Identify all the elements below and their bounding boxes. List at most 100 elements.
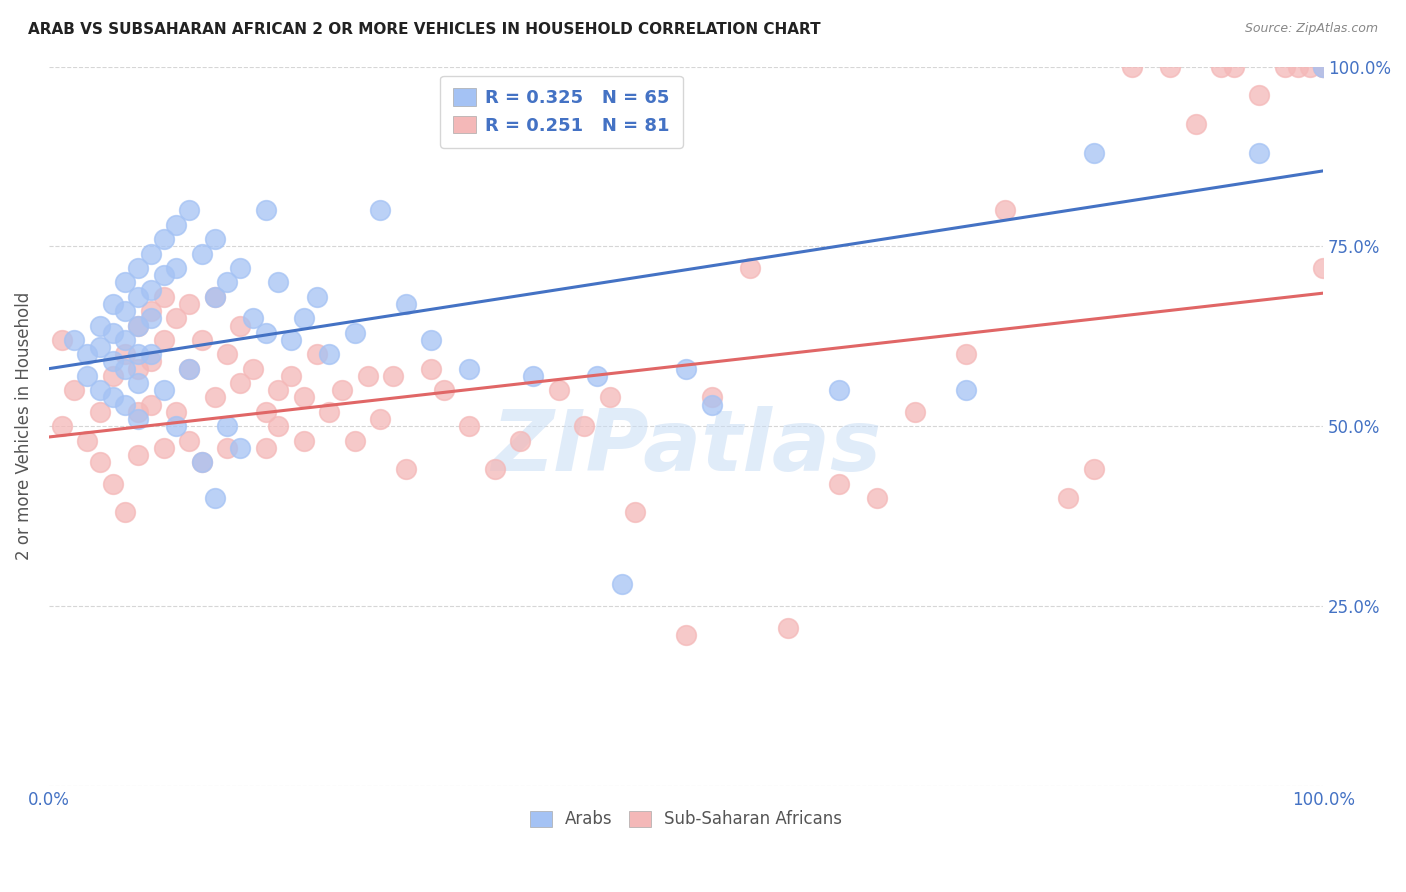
Point [1223,60,1246,74]
Point [994,203,1017,218]
Point [1159,60,1181,74]
Point [433,383,456,397]
Point [509,434,531,448]
Point [165,311,187,326]
Point [127,405,149,419]
Point [368,203,391,218]
Point [114,361,136,376]
Point [127,290,149,304]
Point [127,347,149,361]
Point [382,368,405,383]
Point [101,476,124,491]
Point [280,333,302,347]
Point [305,290,328,304]
Point [955,347,977,361]
Point [242,361,264,376]
Point [63,383,86,397]
Text: Source: ZipAtlas.com: Source: ZipAtlas.com [1244,22,1378,36]
Point [127,260,149,275]
Point [624,506,647,520]
Point [1299,60,1322,74]
Point [242,311,264,326]
Point [76,434,98,448]
Point [1312,60,1334,74]
Point [204,491,226,505]
Point [165,405,187,419]
Point [51,333,73,347]
Point [343,326,366,340]
Point [1184,117,1206,131]
Point [1312,260,1334,275]
Point [114,398,136,412]
Point [229,260,252,275]
Point [179,434,201,448]
Point [318,405,340,419]
Point [1249,145,1271,160]
Point [217,419,239,434]
Point [776,621,799,635]
Point [179,297,201,311]
Text: ZIPatlas: ZIPatlas [491,406,882,490]
Point [356,368,378,383]
Point [152,441,174,455]
Point [191,333,214,347]
Point [292,434,315,448]
Point [204,391,226,405]
Point [191,455,214,469]
Point [1286,60,1309,74]
Point [395,297,418,311]
Point [127,361,149,376]
Point [101,297,124,311]
Point [700,398,723,412]
Point [217,276,239,290]
Point [89,405,111,419]
Point [101,368,124,383]
Point [675,628,697,642]
Point [254,203,277,218]
Point [1057,491,1080,505]
Point [292,311,315,326]
Point [139,398,162,412]
Point [101,354,124,368]
Point [114,347,136,361]
Point [139,354,162,368]
Point [1211,60,1233,74]
Point [828,476,851,491]
Point [420,333,443,347]
Point [330,383,353,397]
Point [127,448,149,462]
Point [254,326,277,340]
Point [229,376,252,390]
Point [254,441,277,455]
Point [254,405,277,419]
Point [599,391,621,405]
Point [127,412,149,426]
Point [458,419,481,434]
Point [139,304,162,318]
Point [139,311,162,326]
Point [152,268,174,282]
Point [612,577,634,591]
Point [165,260,187,275]
Point [280,368,302,383]
Point [547,383,569,397]
Point [1274,60,1296,74]
Point [191,246,214,260]
Point [139,283,162,297]
Point [165,419,187,434]
Point [152,232,174,246]
Point [229,441,252,455]
Point [152,383,174,397]
Point [1083,462,1105,476]
Point [139,246,162,260]
Point [152,290,174,304]
Point [51,419,73,434]
Point [114,333,136,347]
Point [114,304,136,318]
Point [866,491,889,505]
Point [1312,60,1334,74]
Point [127,318,149,333]
Point [204,290,226,304]
Point [267,419,290,434]
Point [217,441,239,455]
